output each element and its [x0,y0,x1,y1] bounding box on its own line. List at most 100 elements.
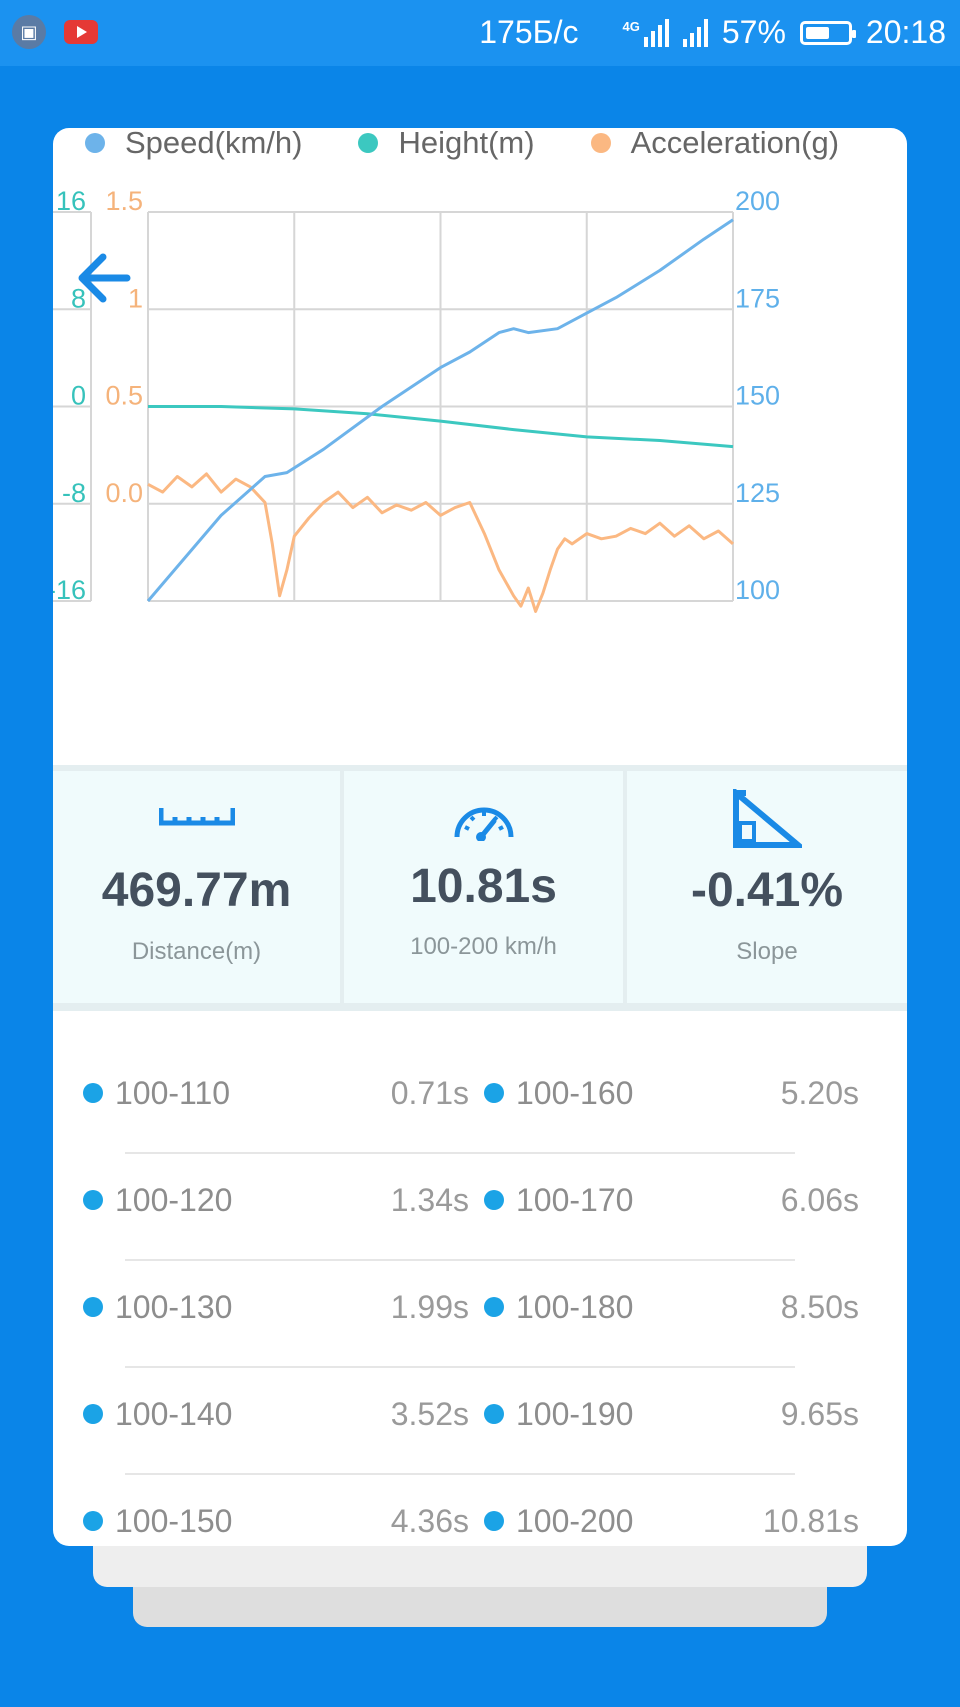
split-right-range-label: 100-190 [516,1395,634,1432]
result-card: Speed(km/h) Height(m) Acceleration(g) 16… [53,128,907,1546]
chart-lines [146,218,734,613]
height-tick-label: 0 [71,381,86,411]
stat-distance-value: 469.77m [101,864,292,917]
split-right-range: 100-190 [484,1389,633,1439]
split-bullet-icon [83,1511,103,1531]
split-divider [125,1259,795,1261]
split-right-time: 6.06s [780,1182,859,1218]
split-row: 100-120 1.34s 100-170 6.06s [53,1175,907,1282]
stat-distance: 469.77m Distance(m) [53,771,340,1003]
speed-tick-label: 125 [735,478,780,508]
signal-strength-icon [682,18,708,47]
split-divider [125,1473,795,1475]
split-divider [125,1366,795,1368]
split-right-time: 8.50s [780,1289,859,1325]
split-row: 100-110 0.71s 100-160 5.20s [53,1068,907,1175]
split-right-range-label: 100-170 [516,1181,634,1218]
split-left-time: 4.36s [390,1503,469,1539]
split-left-range-label: 100-140 [115,1395,233,1432]
height-tick-label: -8 [62,478,86,508]
stat-acceleration-time-label: 100-200 km/h [410,933,557,960]
legend-label-acceleration: Acceleration(g) [630,128,840,160]
split-left-range-label: 100-150 [115,1502,233,1539]
split-bullet-icon [484,1511,504,1531]
youtube-notification-icon [64,20,98,44]
stat-slope: -0.41% Slope [627,771,907,1003]
acceleration-tick-label: 1 [128,283,143,313]
speedometer-icon [454,807,513,841]
split-left-range-label: 100-110 [115,1074,231,1111]
split-left-range: 100-110 [83,1068,230,1118]
acceleration-tick-label: 0.0 [105,478,143,508]
split-left-time: 1.99s [390,1289,469,1325]
split-left-time: 3.52s [390,1396,469,1432]
split-right-range: 100-170 [484,1175,633,1225]
split-left-range: 100-120 [83,1175,232,1225]
stat-acceleration-time-value: 10.81s [410,860,557,913]
gallery-notification-icon: ▣ [12,15,46,49]
split-right-time: 10.81s [762,1503,859,1539]
slope-icon [733,789,802,848]
battery-icon [799,20,856,45]
ruler-icon [158,808,235,826]
split-bullet-icon [83,1190,103,1210]
split-right-range: 100-200 [484,1496,633,1546]
split-left-range-label: 100-120 [115,1181,233,1218]
split-left-range: 100-130 [83,1282,232,1332]
split-right-range: 100-160 [484,1068,633,1118]
split-bullet-icon [83,1083,103,1103]
legend-item-height: Height(m) [358,128,535,161]
height-tick-label: 16 [56,186,86,216]
split-row: 100-150 4.36s 100-200 10.81s [53,1496,907,1546]
speed-height-acceleration-chart: 16 8 0 -8 -16 1.5 1 0.5 0.0 200 175 150 125 100 [53,186,780,613]
back-arrow-icon[interactable] [71,243,141,313]
split-right-range: 100-180 [484,1282,633,1332]
split-bullet-icon [484,1083,504,1103]
speed-tick-label: 100 [735,575,780,605]
split-bullet-icon [484,1404,504,1424]
chart-legend: Speed(km/h) Height(m) Acceleration(g) [85,128,895,161]
split-row: 100-130 1.99s 100-180 8.50s [53,1282,907,1389]
network-4g-icon: 4G [623,18,669,47]
legend-dot-height [358,133,379,153]
split-right-time: 9.65s [780,1396,859,1432]
legend-dot-speed [85,133,105,153]
split-right-time: 5.20s [780,1075,859,1111]
battery-percent: 57% [721,14,786,50]
split-left-time: 1.34s [390,1182,469,1218]
network-speed: 175Б/с [479,14,579,50]
clock: 20:18 [865,14,946,50]
split-bullet-icon [83,1297,103,1317]
split-right-range-label: 100-200 [516,1502,634,1539]
split-divider [125,1152,795,1154]
split-right-range-label: 100-180 [516,1288,634,1325]
chart-tick-labels: 16 8 0 -8 -16 1.5 1 0.5 0.0 200 175 150 125 100 [53,186,780,605]
legend-item-acceleration: Acceleration(g) [590,128,840,161]
split-bullet-icon [83,1404,103,1424]
stat-distance-label: Distance(m) [131,938,262,965]
split-row: 100-140 3.52s 100-190 9.65s [53,1389,907,1496]
acceleration-tick-label: 1.5 [105,186,143,216]
split-left-range-label: 100-130 [115,1288,233,1325]
legend-label-speed: Speed(km/h) [125,128,303,160]
legend-label-height: Height(m) [398,128,535,160]
summary-stats: 469.77m Distance(m) 10.81s 100-200 km/h … [53,765,907,1011]
series-line-height [148,405,734,449]
split-left-time: 0.71s [390,1075,469,1111]
legend-dot-acceleration [590,133,611,153]
split-bullet-icon [484,1190,504,1210]
status-bar: ▣ 175Б/с 4G 57% 20:18 [0,0,960,66]
stat-slope-label: Slope [736,938,798,965]
speed-tick-label: 200 [735,186,780,216]
split-right-range-label: 100-160 [516,1074,634,1111]
series-line-speed [146,218,734,602]
speed-tick-label: 175 [735,283,780,313]
split-bullet-icon [484,1297,504,1317]
stat-slope-value: -0.41% [690,864,844,917]
split-left-range: 100-140 [83,1389,232,1439]
speed-tick-label: 150 [735,381,780,411]
height-tick-label: -16 [53,575,86,605]
acceleration-tick-label: 0.5 [105,381,143,411]
split-times-list: 100-110 0.71s 100-160 5.20s 100-120 1.34s 100-… [53,1068,907,1546]
height-tick-label: 8 [71,283,86,313]
